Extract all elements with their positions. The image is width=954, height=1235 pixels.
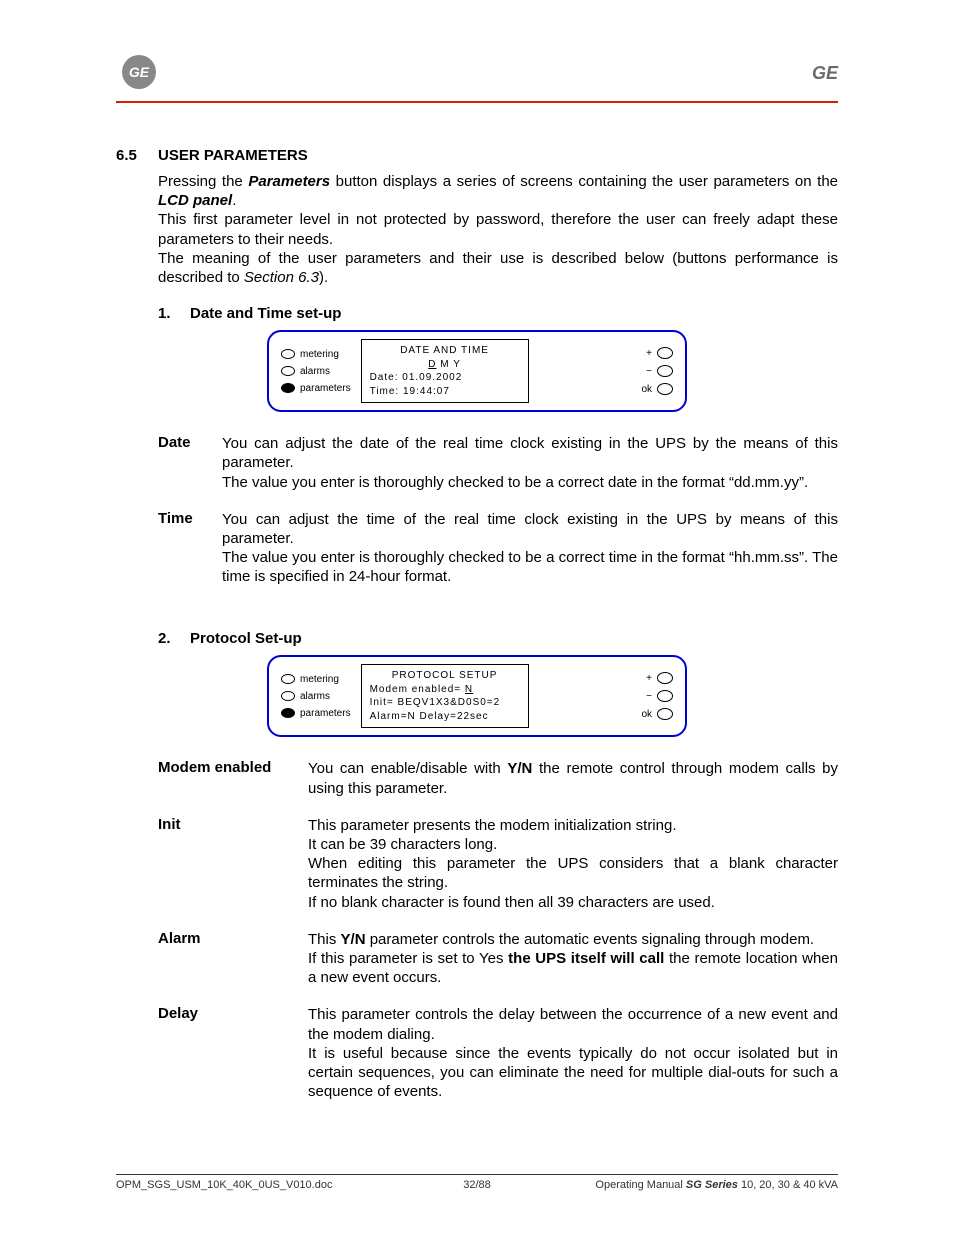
def-date: Date You can adjust the date of the real… bbox=[158, 434, 838, 492]
def-alarm: Alarm This Y/N parameter controls the au… bbox=[158, 930, 838, 988]
ge-logo-text: GE bbox=[129, 64, 149, 80]
def-date-term: Date bbox=[158, 434, 222, 492]
subsection-2-heading: 2. Protocol Set-up bbox=[158, 630, 838, 647]
metering-button-icon bbox=[281, 349, 295, 359]
lcd2-title: PROTOCOL SETUP bbox=[370, 669, 520, 683]
metering-label: metering bbox=[300, 349, 339, 360]
subsection-2-title: Protocol Set-up bbox=[190, 630, 302, 647]
lcd1-time: Time: 19:44:07 bbox=[370, 385, 520, 399]
def-delay-term: Delay bbox=[158, 1005, 308, 1101]
def-init-term: Init bbox=[158, 816, 308, 912]
brand-label: GE bbox=[812, 63, 838, 84]
subsection-2-number: 2. bbox=[158, 630, 176, 647]
section-number: 6.5 bbox=[116, 147, 144, 164]
lcd-right-buttons: + − ok bbox=[641, 347, 673, 395]
ok-label: ok bbox=[641, 384, 652, 395]
subsection-1-number: 1. bbox=[158, 305, 176, 322]
header-rule bbox=[116, 101, 838, 103]
minus-button-icon bbox=[657, 365, 673, 377]
section-title: USER PARAMETERS bbox=[158, 147, 308, 164]
footer-title: Operating Manual SG Series 10, 20, 30 & … bbox=[595, 1179, 838, 1191]
plus-button-icon bbox=[657, 347, 673, 359]
def-delay: Delay This parameter controls the delay … bbox=[158, 1005, 838, 1101]
lcd-panel-protocol: metering alarms parameters PROTOCOL SETU… bbox=[267, 655, 687, 737]
def-modem-term: Modem enabled bbox=[158, 759, 308, 797]
page-footer: OPM_SGS_USM_10K_40K_0US_V010.doc 32/88 O… bbox=[116, 1174, 838, 1191]
lcd-left-buttons: metering alarms parameters bbox=[281, 349, 351, 394]
metering-button-icon bbox=[281, 674, 295, 684]
minus-button-icon bbox=[657, 690, 673, 702]
lcd2-init: Init= BEQV1X3&D0S0=2 bbox=[370, 696, 520, 710]
def-alarm-term: Alarm bbox=[158, 930, 308, 988]
alarms-label: alarms bbox=[300, 366, 330, 377]
alarms-button-icon bbox=[281, 691, 295, 701]
plus-label: + bbox=[646, 348, 652, 359]
lcd-screen-datetime: DATE AND TIME D M Y Date: 01.09.2002 Tim… bbox=[361, 339, 529, 403]
subsection-1-heading: 1. Date and Time set-up bbox=[158, 305, 838, 322]
def-init: Init This parameter presents the modem i… bbox=[158, 816, 838, 912]
lcd-panel-datetime: metering alarms parameters DATE AND TIME… bbox=[267, 330, 687, 412]
lcd1-date: Date: 01.09.2002 bbox=[370, 371, 520, 385]
def-time: Time You can adjust the time of the real… bbox=[158, 510, 838, 587]
parameters-button-icon bbox=[281, 383, 295, 393]
intro-paragraphs: Pressing the Parameters button displays … bbox=[158, 172, 838, 287]
lcd1-title: DATE AND TIME bbox=[370, 344, 520, 358]
footer-page-number: 32/88 bbox=[463, 1179, 491, 1191]
plus-button-icon bbox=[657, 672, 673, 684]
lcd-screen-protocol: PROTOCOL SETUP Modem enabled= N Init= BE… bbox=[361, 664, 529, 728]
ge-logo: GE bbox=[122, 55, 156, 89]
ok-button-icon bbox=[657, 708, 673, 720]
page-header: GE GE bbox=[116, 55, 838, 95]
alarms-button-icon bbox=[281, 366, 295, 376]
ok-button-icon bbox=[657, 383, 673, 395]
parameters-label: parameters bbox=[300, 383, 351, 394]
minus-label: − bbox=[646, 366, 652, 377]
def-time-term: Time bbox=[158, 510, 222, 587]
lcd2-alarm: Alarm=N Delay=22sec bbox=[370, 710, 520, 724]
def-modem-enabled: Modem enabled You can enable/disable wit… bbox=[158, 759, 838, 797]
parameters-button-icon bbox=[281, 708, 295, 718]
section-heading: 6.5 USER PARAMETERS bbox=[116, 147, 838, 164]
subsection-1-title: Date and Time set-up bbox=[190, 305, 341, 322]
footer-filename: OPM_SGS_USM_10K_40K_0US_V010.doc bbox=[116, 1179, 332, 1191]
